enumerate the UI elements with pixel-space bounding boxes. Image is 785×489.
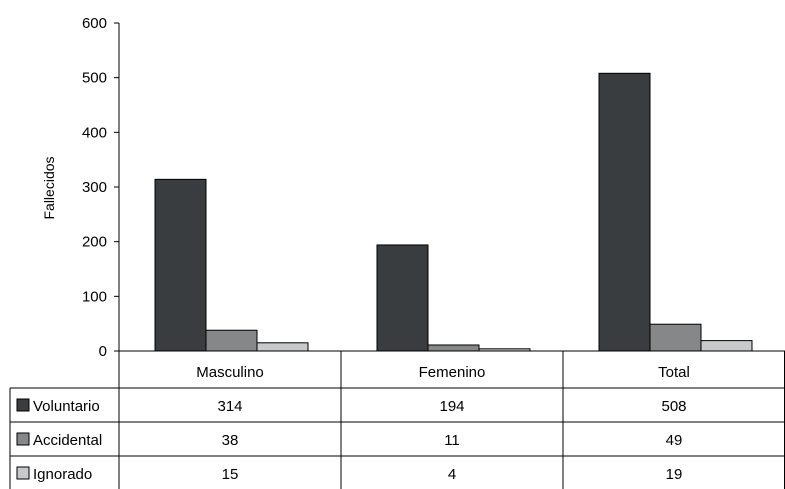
bar-voluntario-masculino [154, 178, 207, 352]
legend-label-ignorado: Ignorado [33, 466, 92, 483]
y-tick-label: 0 [99, 343, 107, 360]
data-label-voluntario-masculino: 314 [217, 398, 242, 415]
legend-swatch-ignorado [16, 466, 30, 480]
data-label-accidental-masculino: 38 [222, 432, 239, 449]
legend-label-accidental: Accidental [33, 432, 102, 449]
legend-swatch-voluntario [16, 398, 30, 412]
y-tick-label: 400 [82, 124, 107, 141]
y-tick-label: 200 [82, 234, 107, 251]
x-tick-label-masculino: Masculino [196, 364, 264, 381]
data-label-ignorado-femenino: 4 [448, 466, 456, 483]
bar-accidental-masculino [205, 329, 258, 352]
bar-voluntario-total [598, 72, 651, 352]
bar-accidental-total [649, 323, 702, 352]
y-tick-label: 600 [82, 15, 107, 32]
legend-label-voluntario: Voluntario [33, 398, 100, 415]
y-tick-label: 500 [82, 70, 107, 87]
x-tick-label-femenino: Femenino [419, 364, 486, 381]
bar-ignorado-total [700, 340, 753, 352]
x-tick-label-total: Total [658, 364, 690, 381]
data-label-accidental-femenino: 11 [444, 432, 460, 449]
data-label-accidental-total: 49 [666, 432, 683, 449]
legend-swatch-accidental [16, 432, 30, 446]
data-label-voluntario-femenino: 194 [439, 398, 464, 415]
bars [154, 72, 753, 352]
y-tick-label: 300 [82, 179, 107, 196]
data-label-ignorado-total: 19 [666, 466, 683, 483]
y-axis: 0 100 200 300 400 500 600 [82, 15, 120, 360]
bar-ignorado-masculino [256, 342, 309, 352]
bar-voluntario-femenino [376, 244, 429, 352]
data-label-voluntario-total: 508 [661, 398, 686, 415]
data-label-ignorado-masculino: 15 [222, 466, 239, 483]
y-axis-title: Fallecidos [41, 156, 57, 219]
y-tick-label: 100 [82, 288, 107, 305]
bar-accidental-femenino [427, 344, 480, 352]
